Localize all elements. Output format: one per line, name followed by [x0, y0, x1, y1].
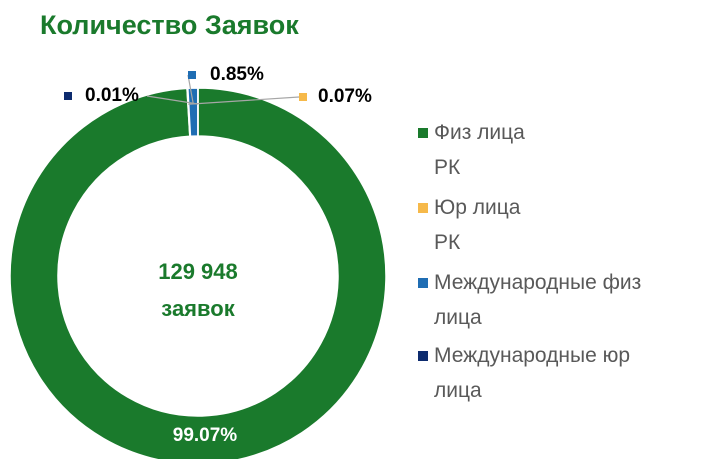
legend-line: лица [434, 306, 482, 329]
leader-line [188, 96, 300, 105]
data-label: 0.01% [85, 85, 139, 106]
legend-line: Юр лица [434, 196, 521, 219]
legend-marker [418, 128, 428, 138]
donut-slice [9, 87, 387, 459]
data-label: 0.07% [318, 86, 372, 107]
legend-marker [418, 278, 428, 288]
chart-title: Количество Заявок [40, 10, 299, 40]
label-marker [188, 71, 196, 79]
legend-line: РК [434, 156, 461, 179]
center-number: 129 948 [158, 259, 238, 284]
legend-label: Юр лица РК [434, 196, 521, 254]
legend-line: Международные юр [434, 344, 630, 367]
leader-line [146, 95, 199, 105]
center-caption: заявок [161, 296, 235, 321]
donut-slice [187, 87, 199, 137]
legend-line: РК [434, 231, 461, 254]
leader-line [187, 74, 194, 105]
legend-line: Международные физ [434, 271, 641, 294]
legend-label: Международные юр лица [434, 344, 630, 402]
legend-label: Международные физ лица [434, 271, 641, 329]
legend-label: Физ лица РК [434, 121, 525, 179]
label-marker [64, 92, 72, 100]
legend-marker [418, 351, 428, 361]
legend-line: Физ лица [434, 121, 525, 144]
label-marker [299, 93, 307, 101]
legend-marker [418, 203, 428, 213]
data-label: 0.85% [210, 64, 264, 85]
data-label: 99.07% [173, 425, 238, 446]
legend-line: лица [434, 379, 482, 402]
